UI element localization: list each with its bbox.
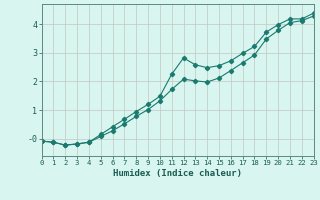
X-axis label: Humidex (Indice chaleur): Humidex (Indice chaleur) [113, 169, 242, 178]
